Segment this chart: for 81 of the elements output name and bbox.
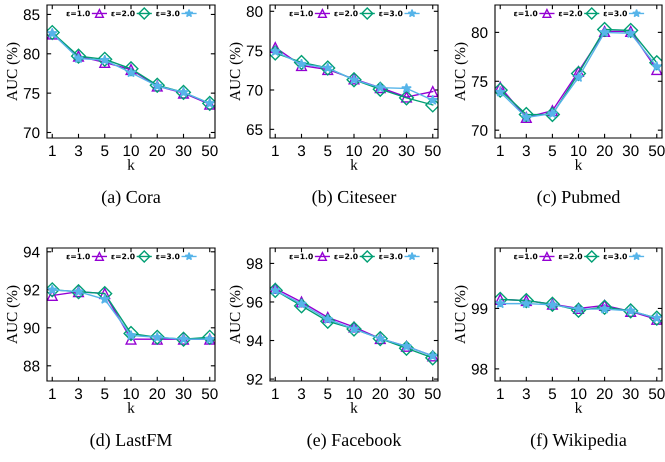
x-tick-label: 3 (74, 145, 82, 156)
text: (c) Pubmed (537, 190, 620, 207)
x-tick-label: 5 (101, 146, 108, 156)
x-tick-label: 5 (548, 388, 556, 400)
y-axis-title: AUC (%) (6, 42, 20, 101)
y-axis-title: AUC (%) (454, 42, 468, 101)
text: (d) LastFM (90, 433, 172, 450)
text: (b) Citeseer (312, 190, 396, 207)
x-tick-label: 1 (49, 146, 56, 156)
x-tick-label: 1 (272, 388, 279, 400)
x-tick-label: 10 (124, 145, 139, 156)
text: (a) Cora (102, 190, 161, 207)
y-tick-label: 92 (246, 374, 262, 385)
y-tick-label: 70 (24, 127, 40, 138)
x-axis-title: k (574, 159, 582, 170)
text: (f) Wikipedia (530, 433, 627, 450)
x-tick-label: 50 (202, 388, 218, 400)
x-tick-label: 20 (596, 145, 612, 156)
y-axis-title: AUC (%) (6, 286, 20, 344)
y-axis-title: AUC (%) (454, 286, 468, 344)
x-tick-label: 50 (424, 388, 441, 400)
x-tick-label: 10 (571, 145, 586, 156)
x-tick-label: 50 (424, 145, 441, 156)
y-tick-label: 94 (246, 335, 263, 346)
y-tick-label: 98 (246, 258, 262, 270)
x-tick-label: 50 (648, 388, 665, 400)
x-tick-label: 30 (176, 388, 192, 400)
x-tick-label: 3 (298, 145, 306, 156)
x-tick-label: 1 (497, 146, 504, 156)
y-axis-title: AUC (%) (229, 42, 244, 101)
x-tick-label: 3 (522, 145, 530, 156)
x-axis-title: k (127, 402, 135, 413)
x-axis-title: k (127, 159, 135, 170)
x-tick-label: 30 (176, 145, 192, 156)
x-tick-label: 3 (522, 388, 530, 400)
x-axis-title: k (350, 159, 358, 170)
x-tick-label: 5 (324, 146, 332, 156)
x-tick-label: 3 (74, 388, 82, 400)
x-tick-label: 10 (346, 388, 362, 400)
y-tick-label: 80 (472, 27, 488, 38)
x-tick-label: 20 (372, 145, 388, 156)
x-tick-label: 5 (101, 388, 108, 400)
y-tick-label: 92 (24, 284, 40, 296)
x-tick-label: 5 (324, 388, 332, 400)
x-tick-label: 30 (398, 388, 414, 400)
x-tick-label: 20 (150, 388, 166, 400)
x-axis-title: k (574, 402, 582, 413)
x-tick-label: 1 (497, 388, 504, 400)
y-tick-label: 99 (472, 303, 488, 314)
x-tick-label: 1 (272, 146, 279, 156)
x-tick-label: 50 (202, 145, 218, 156)
y-tick-label: 94 (24, 246, 40, 258)
y-tick-label: 96 (246, 296, 262, 308)
x-tick-label: 20 (150, 145, 166, 156)
x-tick-label: 10 (346, 145, 362, 156)
x-axis-title: k (350, 402, 358, 413)
y-tick-label: 70 (246, 84, 262, 96)
x-tick-label: 10 (571, 388, 586, 400)
x-tick-label: 30 (398, 145, 414, 156)
x-tick-label: 50 (648, 145, 665, 156)
y-axis-title: AUC (%) (229, 286, 244, 344)
x-tick-label: 10 (124, 388, 139, 400)
x-tick-label: 3 (298, 388, 306, 400)
y-tick-label: 90 (24, 322, 40, 334)
x-tick-label: 20 (596, 388, 612, 400)
y-tick-label: 80 (24, 48, 40, 60)
y-tick-label: 70 (472, 125, 488, 136)
y-tick-label: 85 (24, 9, 40, 20)
x-tick-label: 30 (622, 388, 639, 400)
y-tick-label: 80 (246, 6, 262, 17)
text: (e) Facebook (307, 433, 402, 450)
x-tick-label: 30 (622, 145, 639, 156)
y-tick-label: 75 (24, 88, 40, 99)
y-tick-label: 75 (246, 46, 262, 56)
y-tick-label: 88 (24, 360, 40, 372)
x-tick-label: 20 (372, 388, 388, 400)
x-tick-label: 1 (49, 388, 56, 400)
y-tick-label: 98 (472, 364, 488, 375)
y-tick-label: 65 (246, 124, 262, 136)
y-tick-label: 75 (472, 76, 488, 87)
x-tick-label: 5 (548, 146, 556, 156)
